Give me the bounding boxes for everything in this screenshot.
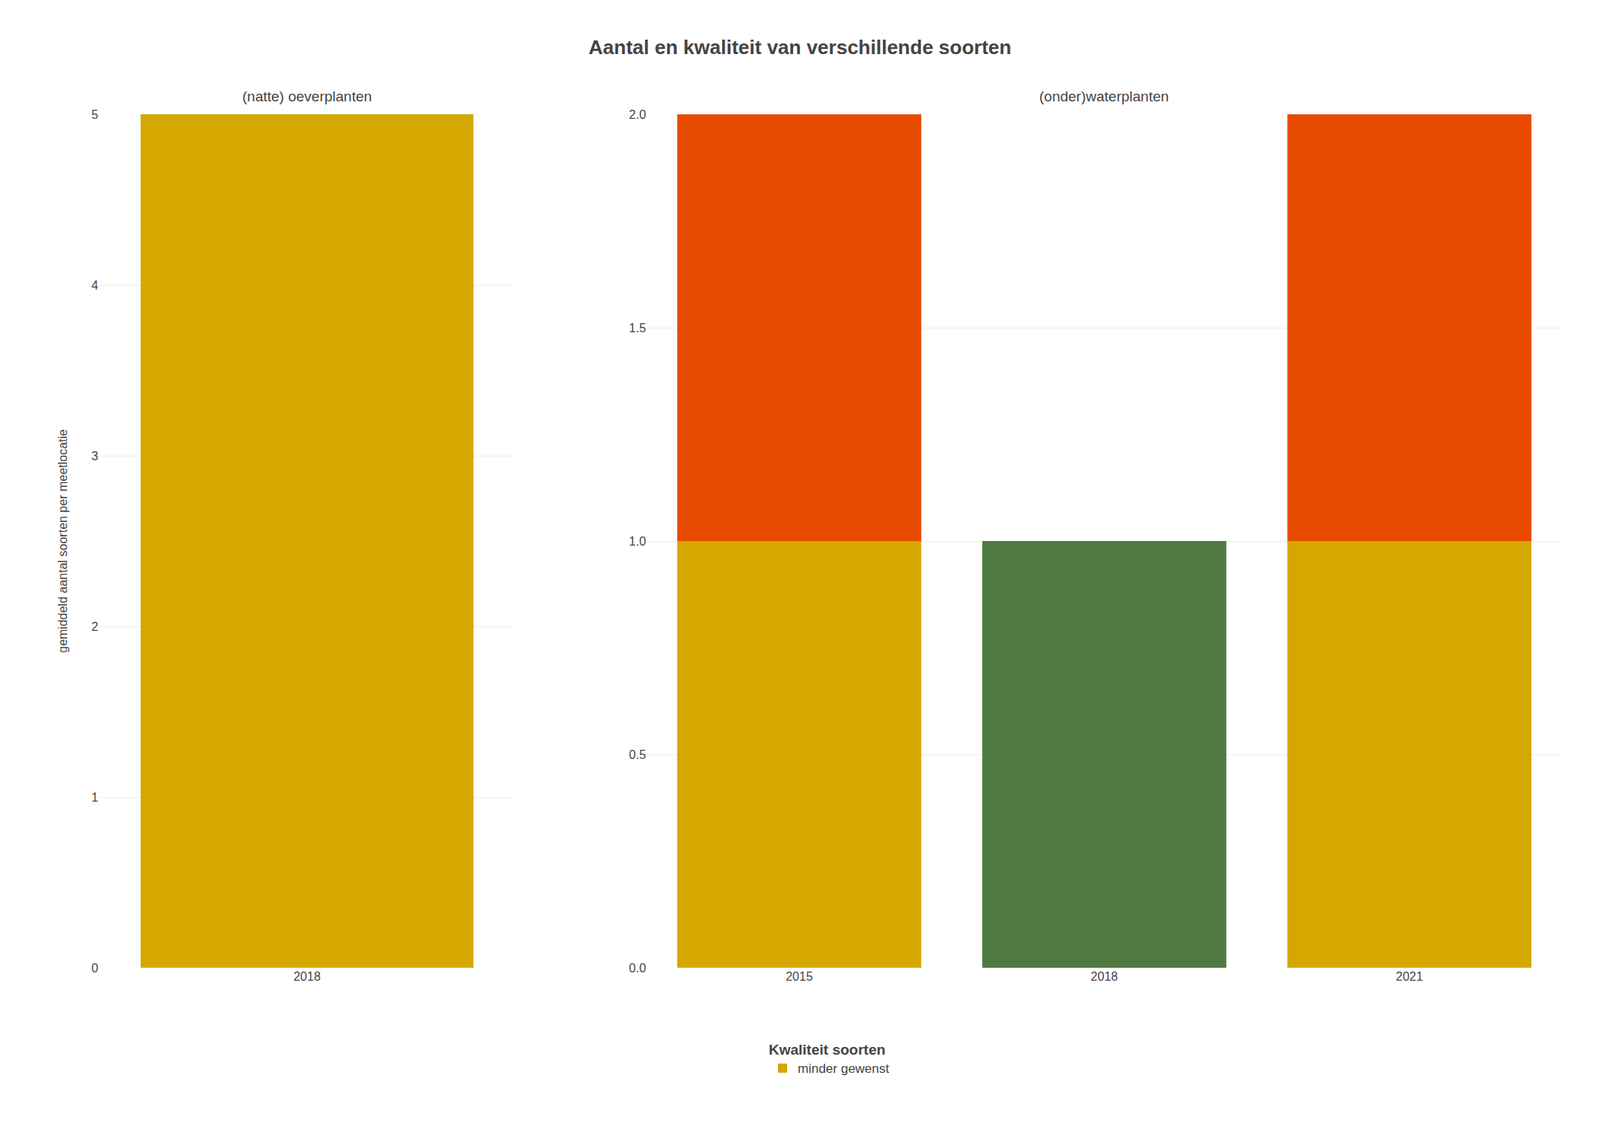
svg-text:1: 1 xyxy=(91,790,99,804)
svg-text:gemiddeld aantal soorten per m: gemiddeld aantal soorten per meetlocatie xyxy=(56,428,70,653)
svg-text:2018: 2018 xyxy=(1091,969,1119,983)
svg-text:2.0: 2.0 xyxy=(629,108,647,122)
svg-text:2018: 2018 xyxy=(293,969,321,983)
svg-text:4: 4 xyxy=(91,278,99,292)
svg-text:3: 3 xyxy=(91,449,99,463)
svg-text:Aantal en kwaliteit van versch: Aantal en kwaliteit van verschillende so… xyxy=(588,35,1012,59)
svg-text:Kwaliteit soorten: Kwaliteit soorten xyxy=(768,1041,886,1058)
svg-text:minder gewenst: minder gewenst xyxy=(797,1061,890,1076)
svg-text:0: 0 xyxy=(91,961,99,975)
svg-text:(natte) oeverplanten: (natte) oeverplanten xyxy=(242,88,372,105)
svg-text:(onder)waterplanten: (onder)waterplanten xyxy=(1039,88,1169,105)
svg-text:2015: 2015 xyxy=(785,969,813,983)
svg-text:0.0: 0.0 xyxy=(629,961,647,975)
svg-text:1.0: 1.0 xyxy=(629,534,647,548)
svg-text:2: 2 xyxy=(91,620,99,634)
svg-text:1.5: 1.5 xyxy=(629,321,647,335)
svg-text:2021: 2021 xyxy=(1395,969,1424,983)
svg-text:0.5: 0.5 xyxy=(629,748,647,762)
svg-text:5: 5 xyxy=(91,108,99,122)
